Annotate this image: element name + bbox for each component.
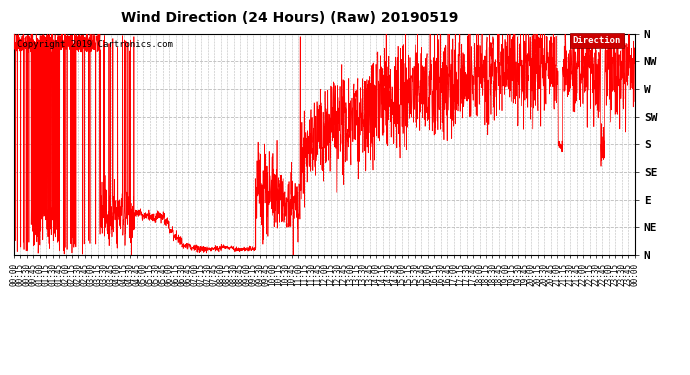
Text: Wind Direction (24 Hours) (Raw) 20190519: Wind Direction (24 Hours) (Raw) 20190519 [121,11,458,25]
Text: Copyright 2019 Cartronics.com: Copyright 2019 Cartronics.com [17,40,172,50]
Text: Direction: Direction [573,36,621,45]
